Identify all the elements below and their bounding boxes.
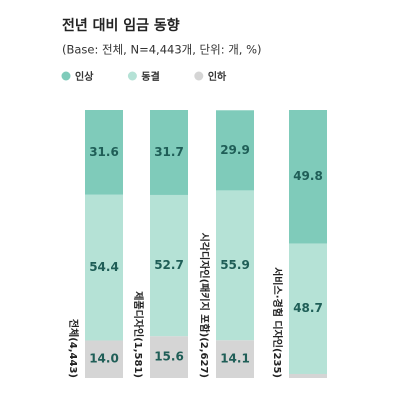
value-label: 29.9: [220, 143, 250, 157]
legend-label: 인하: [208, 70, 227, 83]
value-label: 54.4: [89, 260, 119, 274]
bar-segment: [150, 336, 188, 378]
bar-segment: [289, 373, 327, 378]
category-label: 제품디자인(1,581): [132, 291, 145, 378]
legend-label: 동결: [141, 70, 159, 83]
value-label: 14.1: [220, 352, 250, 366]
legend-swatch: [194, 71, 204, 81]
bar-segment: [150, 194, 188, 337]
value-label: 15.6: [154, 350, 184, 364]
chart-title: 전년 대비 임금 동향: [62, 17, 180, 34]
value-label: 55.9: [220, 258, 250, 272]
bar-segment: [216, 340, 254, 378]
bar-segment: [289, 243, 327, 374]
value-label: 14.0: [89, 352, 119, 366]
category-label: 서비스·경험 디자인(235): [271, 267, 284, 378]
category-label: 전체(4,443): [67, 319, 80, 378]
value-label: 49.8: [293, 169, 323, 183]
value-label: 52.7: [154, 258, 184, 272]
value-label: 31.7: [154, 145, 184, 159]
bar-segment: [85, 110, 123, 195]
bar-segment: [85, 194, 123, 341]
legend-swatch: [127, 71, 137, 81]
legend-label: 인상: [75, 70, 94, 83]
legend-swatch: [61, 71, 71, 81]
bar-segment: [216, 190, 254, 341]
bar-segment: [289, 110, 327, 244]
chart-subtitle: (Base: 전체, N=4,443개, 단위: 개, %): [62, 43, 262, 57]
value-label: 48.7: [293, 301, 323, 315]
bar-segment: [150, 110, 188, 195]
category-label: 시각디자인(패키지 포함)(2,627): [198, 233, 211, 378]
bar-segment: [85, 340, 123, 378]
value-label: 31.6: [89, 145, 119, 159]
bar-segment: [216, 110, 254, 191]
